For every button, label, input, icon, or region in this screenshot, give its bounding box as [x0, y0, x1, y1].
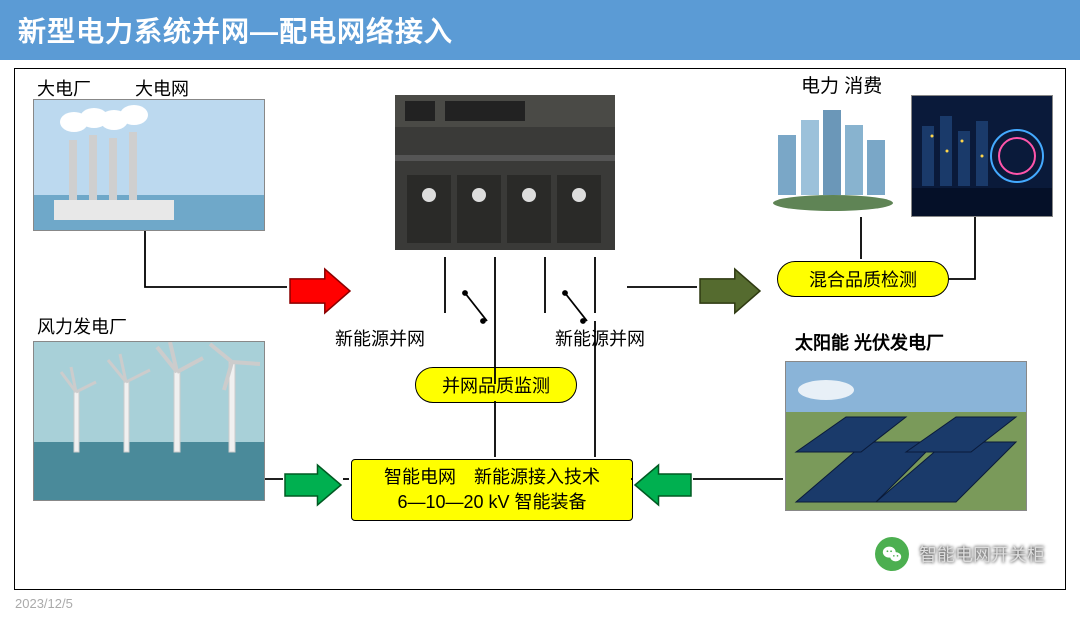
img-city-night [911, 95, 1053, 217]
slide-title: 新型电力系统并网—配电网络接入 [0, 0, 1080, 60]
callout-quality-mix: 混合品质检测 [777, 261, 949, 297]
label-solar: 太阳能 光伏发电厂 [795, 329, 944, 355]
diagram-canvas: 大电厂 大电网 电力 消费 风力发电厂 太阳能 光伏发电厂 新能源并网 新能源并… [14, 68, 1066, 590]
label-big-plant: 大电厂 [37, 75, 91, 101]
footer-date: 2023/12/5 [15, 596, 73, 611]
img-city-iso [763, 95, 903, 215]
smart-line2: 6—10—20 kV 智能装备 [397, 490, 586, 515]
callout-smart-grid: 智能电网 新能源接入技术 6—10—20 kV 智能装备 [351, 459, 633, 521]
img-solar-farm [785, 361, 1027, 511]
label-new-energy-l: 新能源并网 [335, 325, 425, 351]
img-wind-farm [33, 341, 265, 501]
callout-quality-grid: 并网品质监测 [415, 367, 577, 403]
smart-line1: 智能电网 新能源接入技术 [384, 465, 600, 490]
a-dg [700, 269, 760, 313]
label-consumer: 电力 消费 [801, 71, 882, 98]
a-red [290, 269, 350, 313]
wechat-watermark: 智能电网开关柜 [875, 537, 1045, 571]
label-wind: 风力发电厂 [37, 313, 127, 339]
label-big-grid: 大电网 [135, 75, 189, 101]
img-power-plant [33, 99, 265, 231]
img-switchgear [385, 85, 625, 255]
a-g1 [285, 465, 341, 505]
a-g2 [635, 465, 691, 505]
wechat-icon [875, 537, 909, 571]
wechat-text: 智能电网开关柜 [919, 541, 1045, 567]
label-new-energy-r: 新能源并网 [555, 325, 645, 351]
